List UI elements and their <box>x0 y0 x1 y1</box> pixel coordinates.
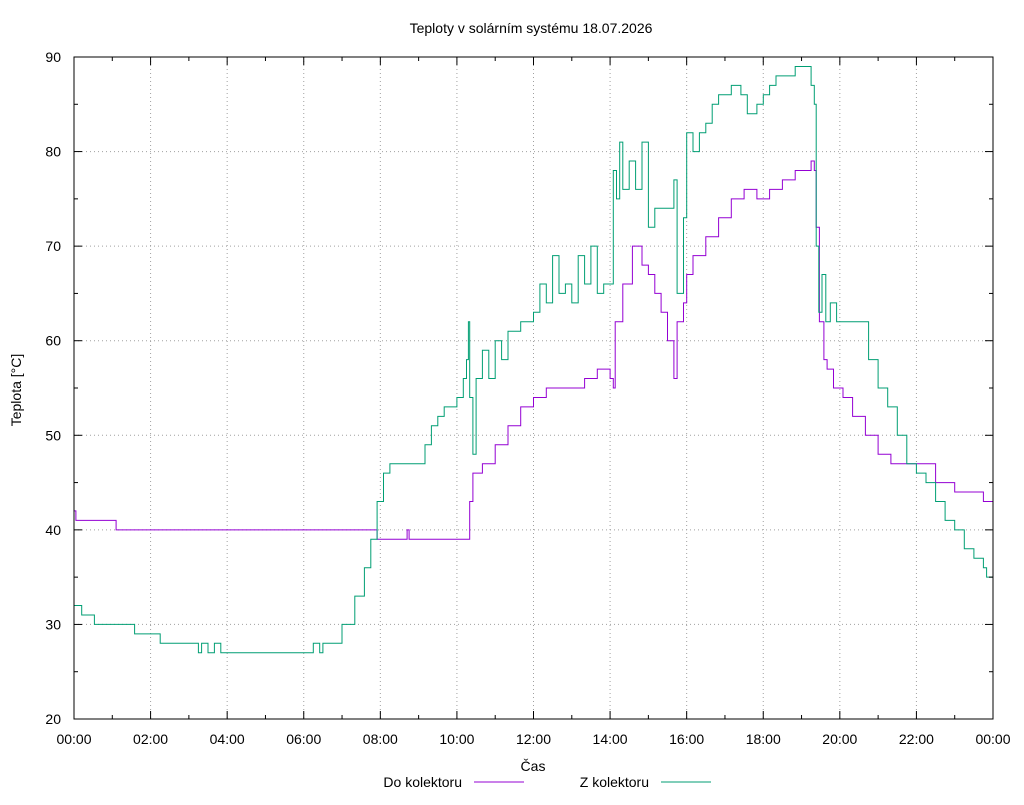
x-tick-label: 02:00 <box>133 731 168 747</box>
y-tick-label: 80 <box>45 144 61 160</box>
y-tick-label: 20 <box>45 711 61 727</box>
y-tick-label: 60 <box>45 333 61 349</box>
legend: Do kolektoru Z kolektoru <box>383 774 711 790</box>
x-tick-label: 00:00 <box>975 731 1010 747</box>
x-tick-label: 10:00 <box>439 731 474 747</box>
x-tick-label: 16:00 <box>669 731 704 747</box>
y-tick-label: 70 <box>45 238 61 254</box>
legend-label: Do kolektoru <box>383 774 462 790</box>
y-tick-label: 50 <box>45 427 61 443</box>
series-line-do-kolektoru <box>74 160 993 540</box>
y-tick-label: 40 <box>45 522 61 538</box>
x-tick-label: 00:00 <box>56 731 91 747</box>
x-tick-label: 12:00 <box>516 731 551 747</box>
series-layer <box>74 66 993 654</box>
x-tick-label: 18:00 <box>746 731 781 747</box>
legend-item-do-kolektoru: Do kolektoru <box>383 774 524 790</box>
y-tick-label: 30 <box>45 616 61 632</box>
x-tick-label: 06:00 <box>286 731 321 747</box>
x-tick-label: 14:00 <box>593 731 628 747</box>
x-tick-label: 20:00 <box>822 731 857 747</box>
series-line-z-kolektoru <box>74 66 993 654</box>
y-axis-label: Teplota [°C] <box>8 354 24 427</box>
legend-item-z-kolektoru: Z kolektoru <box>580 774 711 790</box>
x-tick-label: 22:00 <box>899 731 934 747</box>
ticks: 20 30 40 50 60 70 80 90 00:00 02:00 04:00 06:00 08:0… <box>45 49 1010 747</box>
x-axis-label: Čas <box>521 758 546 774</box>
chart-title: Teploty v solárním systému 18.07.2026 <box>410 20 653 36</box>
legend-label: Z kolektoru <box>580 774 649 790</box>
x-tick-label: 04:00 <box>210 731 245 747</box>
x-tick-label: 08:00 <box>363 731 398 747</box>
y-tick-label: 90 <box>45 49 61 65</box>
